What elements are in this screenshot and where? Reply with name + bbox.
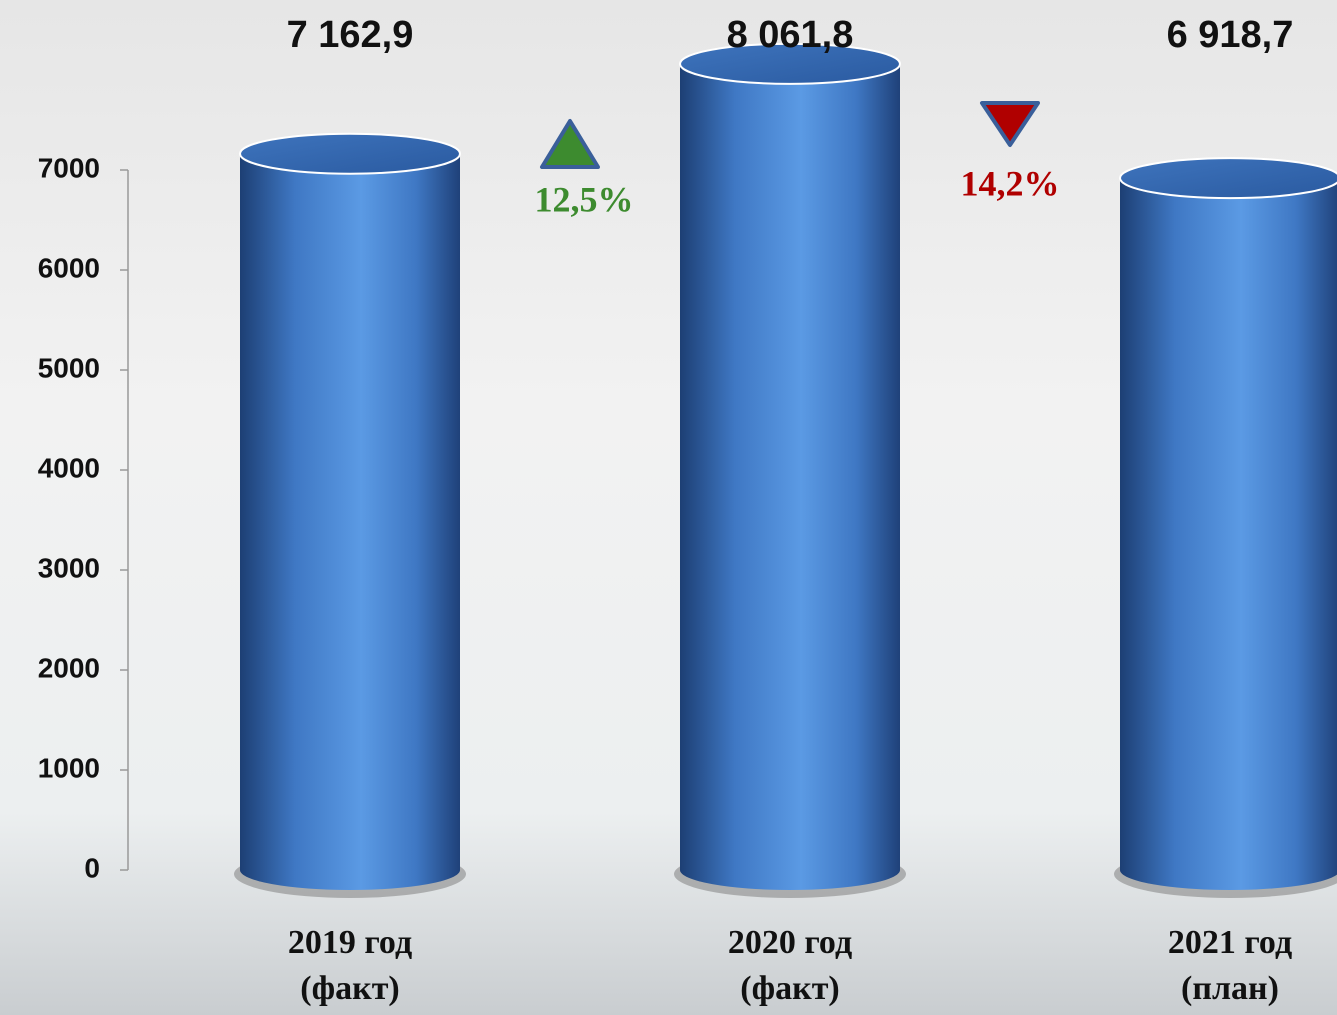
change-marker [982,103,1038,145]
value-label: 6 918,7 [1167,14,1294,56]
bar-body [240,154,460,890]
x-tick-label: 2019 год (факт) [250,920,450,1012]
y-tick-label: 2000 [38,652,100,683]
x-tick-label: 2021 год (план) [1130,920,1330,1012]
plot: 0 1000 2000 3000 4000 5000 6000 7000 7 162,9 8 06… [0,0,1337,1015]
bar [680,44,900,890]
y-tick-label: 6000 [38,252,100,283]
change-label: 14,2% [961,163,1060,203]
y-tick-label: 0 [84,852,100,883]
change-label: 12,5% [535,179,634,219]
value-label: 8 061,8 [727,14,854,56]
y-tick-label: 7000 [38,152,100,183]
bar [1120,158,1337,890]
bar-body [1120,178,1337,890]
bar-body [680,64,900,890]
bar-top [1120,158,1337,198]
change-marker [542,121,598,167]
bar-top [240,134,460,174]
y-tick-label: 1000 [38,752,100,783]
y-tick-label: 4000 [38,452,100,483]
value-label: 7 162,9 [287,14,414,56]
chart: 0 1000 2000 3000 4000 5000 6000 7000 7 162,9 8 06… [0,0,1337,1015]
y-tick-label: 5000 [38,352,100,383]
y-tick-label: 3000 [38,552,100,583]
x-tick-label: 2020 год (факт) [690,920,890,1012]
bar [240,134,460,890]
